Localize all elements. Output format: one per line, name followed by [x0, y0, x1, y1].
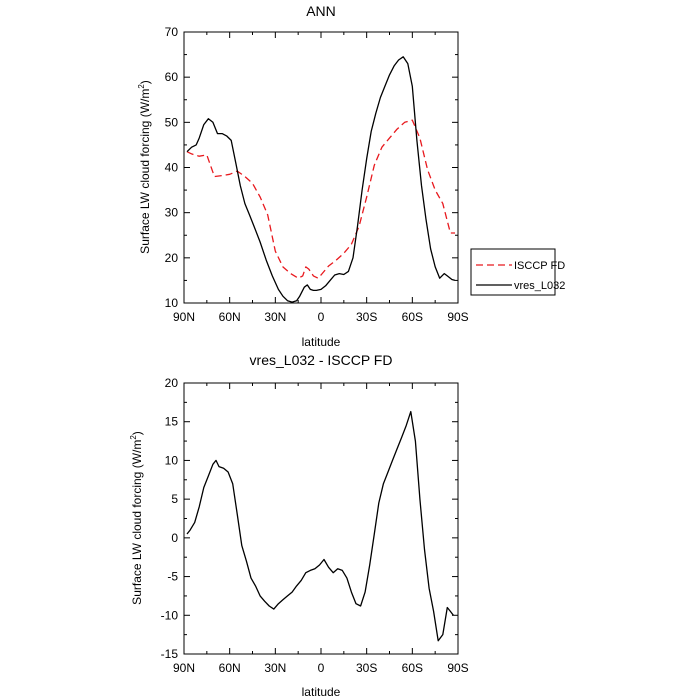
bottom-x-tick-labels: 90N 60N 30N 0 30S 60S 90S	[173, 661, 469, 675]
top-series-group	[186, 56, 456, 303]
top-x-tick-label: 30N	[264, 310, 286, 324]
bottom-y-axis-label: Surface LW cloud forcing (W/m2)	[129, 431, 144, 605]
bottom-y-tick-label: -5	[167, 570, 178, 584]
legend-box	[470, 248, 556, 296]
top-x-tick-labels: 90N 60N 30N 0 30S 60S 90S	[173, 310, 469, 324]
bottom-x-tick-label: 90S	[447, 661, 468, 675]
top-y-axis-label: Surface LW cloud forcing (W/m2)	[137, 80, 152, 254]
bottom-y-tick-labels: -15 -10 -5 0 5 10 15 20	[161, 376, 179, 661]
bottom-y-tick-label: 0	[171, 531, 178, 545]
top-plot-frame	[183, 31, 459, 304]
top-x-axis-label: latitude	[302, 335, 341, 349]
top-y-tick-label: 30	[165, 206, 179, 220]
top-y-axis-label-end: )	[138, 80, 152, 84]
top-y-tick-label: 20	[165, 251, 179, 265]
bottom-chart-title: vres_L032 - ISCCP FD	[250, 352, 393, 368]
bottom-x-tick-label: 60N	[219, 661, 241, 675]
top-tick-marks	[183, 31, 459, 304]
bottom-series-group	[186, 410, 454, 642]
bottom-plot-frame	[183, 382, 459, 655]
bottom-x-tick-label: 60S	[402, 661, 423, 675]
top-series-line-1	[186, 119, 455, 279]
top-y-tick-label: 50	[165, 115, 179, 129]
top-x-tick-label: 90N	[173, 310, 195, 324]
top-y-tick-label: 40	[165, 161, 179, 175]
top-x-tick-label: 90S	[447, 310, 468, 324]
bottom-x-tick-label: 30N	[264, 661, 286, 675]
legend: ISCCP FD vres_L032	[470, 248, 565, 296]
bottom-y-tick-label: 5	[171, 492, 178, 506]
top-x-tick-label: 30S	[356, 310, 377, 324]
top-x-tick-label: 60N	[219, 310, 241, 324]
bottom-y-axis-label-end: )	[130, 431, 144, 435]
bottom-x-tick-label: 0	[318, 661, 325, 675]
top-y-tick-label: 60	[165, 70, 179, 84]
bottom-series-line-1	[186, 410, 454, 642]
bottom-y-tick-label: 15	[165, 415, 179, 429]
top-panel: ANN 90N 60N 30N 0 30S 60S 90S 10 20 30 40 50 60 70 l…	[137, 3, 565, 349]
top-y-tick-label: 70	[165, 25, 179, 39]
top-x-tick-label: 0	[318, 310, 325, 324]
top-x-tick-label: 60S	[402, 310, 423, 324]
bottom-panel: vres_L032 - ISCCP FD 90N 60N 30N 0 30S 60S 90S…	[129, 352, 469, 699]
top-y-tick-label: 10	[165, 296, 179, 310]
bottom-x-tick-label: 90N	[173, 661, 195, 675]
legend-label-vres: vres_L032	[514, 280, 565, 292]
top-y-axis-label-sup: 2	[137, 84, 146, 89]
top-y-axis-label-main: Surface LW cloud forcing (W/m	[138, 89, 152, 254]
bottom-tick-marks	[183, 382, 459, 655]
bottom-y-axis-label-main: Surface LW cloud forcing (W/m	[130, 440, 144, 605]
bottom-y-tick-label: 20	[165, 376, 179, 390]
bottom-y-tick-label: -15	[161, 647, 179, 661]
top-series-line-2	[186, 56, 456, 303]
bottom-y-axis-label-sup: 2	[129, 435, 138, 440]
bottom-x-axis-label: latitude	[302, 685, 341, 699]
top-y-tick-labels: 10 20 30 40 50 60 70	[165, 25, 179, 310]
bottom-y-tick-label: 10	[165, 453, 179, 467]
bottom-y-tick-label: -10	[161, 608, 179, 622]
bottom-x-tick-label: 30S	[356, 661, 377, 675]
legend-label-isccp: ISCCP FD	[514, 260, 565, 272]
top-chart-title: ANN	[306, 3, 336, 19]
